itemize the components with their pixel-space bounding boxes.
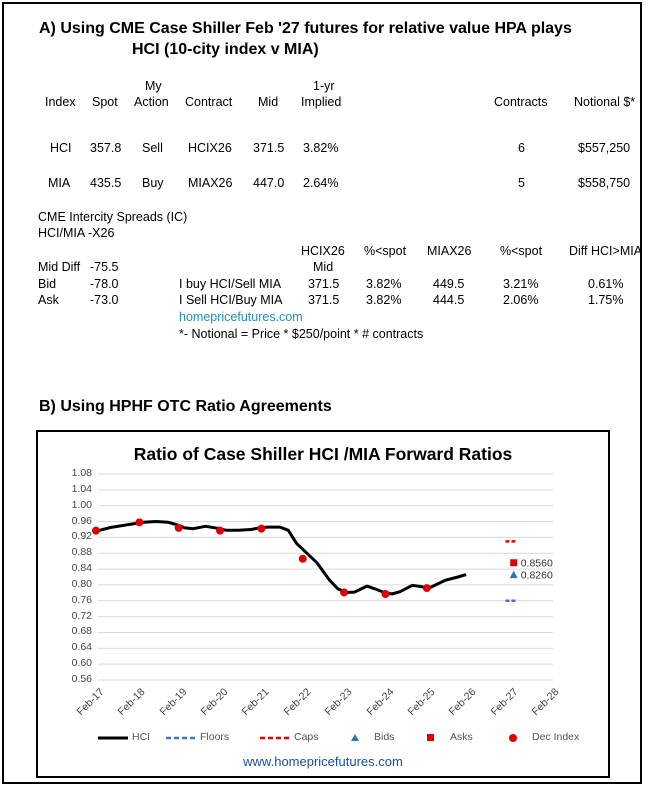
marker-dec-index — [135, 518, 144, 527]
row-mia-action: Buy — [142, 176, 164, 190]
row-hci-notional: $557,250 — [578, 141, 631, 155]
marker-dec-index — [91, 526, 100, 535]
spread-row-ask-hci: 371.5 — [308, 293, 340, 307]
chart-footer-link[interactable]: www.homepricefutures.com — [243, 754, 403, 769]
row-hci-mid: 371.5 — [253, 141, 285, 155]
header-implied-line2: Implied — [301, 95, 342, 109]
spread-row-ask-pct2: 2.06% — [503, 293, 539, 307]
row-mia-contracts: 5 — [518, 176, 525, 190]
header-action-line1: My — [145, 79, 162, 93]
y-tick-label: 0.60 — [71, 657, 92, 670]
spread-header-diff: Diff HCI>MIA — [569, 244, 643, 258]
section-b-title: B) Using HPHF OTC Ratio Agreements — [39, 398, 332, 415]
spread-header-mia: MIAX26 — [427, 244, 472, 258]
y-tick-label: 0.64 — [71, 641, 92, 654]
spread-row-ask-mia: 444.5 — [433, 293, 465, 307]
spread-row-mid-value: -75.5 — [90, 260, 119, 274]
spread-row-bid-mia: 449.5 — [433, 277, 465, 291]
legend-swatch-bids — [351, 734, 359, 741]
y-tick-label: 0.88 — [71, 546, 92, 559]
row-mia-index: MIA — [48, 176, 71, 190]
legend-label-hci: HCI — [132, 731, 151, 743]
spread-row-bid-pct1: 3.82% — [366, 277, 402, 291]
row-hci-action: Sell — [142, 141, 163, 155]
section-a-subtitle: HCI (10-city index v MIA) — [132, 41, 319, 58]
spread-row-bid-desc: I buy HCI/Sell MIA — [179, 277, 282, 291]
marker-bids — [509, 570, 518, 579]
chart-container: 0.8260 0.8560 Ratio of Case Shiller HCI /… — [36, 430, 610, 778]
spread-row-bid-diff: 0.61% — [588, 277, 624, 291]
y-tick-label: 0.84 — [71, 562, 92, 575]
chart-title: Ratio of Case Shiller HCI /MIA Forward R… — [133, 444, 513, 464]
row-mia-spot: 435.5 — [90, 176, 122, 190]
y-tick-label: 0.76 — [71, 593, 92, 606]
spread-header-hci-mid: Mid — [313, 260, 334, 274]
legend-swatch-asks — [427, 734, 434, 741]
row-mia-implied: 2.64% — [303, 176, 339, 190]
y-tick-label: 1.00 — [71, 498, 92, 511]
spread-row-bid-pct2: 3.21% — [503, 277, 539, 291]
spread-row-bid-value: -78.0 — [90, 277, 119, 291]
row-mia-notional: $558,750 — [578, 176, 631, 190]
marker-dec-index — [298, 554, 307, 563]
row-hci-implied: 3.82% — [303, 141, 339, 155]
spreads-code: HCI/MIA -X26 — [38, 226, 115, 240]
homepricefutures-link[interactable]: homepricefutures.com — [179, 310, 303, 324]
y-tick-label: 0.56 — [71, 673, 92, 685]
header-implied-line1: 1-yr — [313, 79, 335, 93]
spread-header-pct-spot-1: %<spot — [364, 244, 407, 258]
marker-asks — [510, 559, 518, 567]
spread-row-ask-desc: I Sell HCI/Buy MIA — [179, 293, 283, 307]
row-hci-contracts: 6 — [518, 141, 525, 155]
y-tick-label: 1.04 — [71, 482, 92, 495]
header-contracts: Contracts — [494, 95, 548, 109]
spread-row-ask-value: -73.0 — [90, 293, 119, 307]
header-mid: Mid — [258, 95, 279, 109]
spread-row-bid-hci: 371.5 — [308, 277, 340, 291]
spread-row-mid-label: Mid Diff — [38, 260, 81, 274]
row-mia-contract: MIAX26 — [188, 176, 233, 190]
row-hci-contract: HCIX26 — [188, 141, 232, 155]
legend-label-dec-index: Dec Index — [532, 731, 580, 743]
marker-dec-index — [422, 584, 431, 593]
marker-label-asks: 0.8560 — [521, 558, 553, 570]
spread-row-ask-label: Ask — [38, 293, 59, 307]
series-line-hci — [97, 520, 467, 596]
header-contract: Contract — [185, 95, 233, 109]
y-tick-label: 0.68 — [71, 625, 92, 638]
spreads-title: CME Intercity Spreads (IC) — [38, 210, 188, 224]
legend-label-floors: Floors — [200, 731, 230, 743]
spread-row-bid-label: Bid — [38, 277, 57, 291]
y-tick-label: 0.92 — [71, 530, 92, 543]
legend-label-asks: Asks — [450, 731, 473, 743]
marker-dec-index — [257, 524, 266, 533]
legend-label-bids: Bids — [374, 731, 395, 743]
marker-dec-index — [340, 588, 349, 597]
spread-header-hci: HCIX26 — [301, 244, 345, 258]
header-spot: Spot — [92, 95, 118, 109]
page-frame — [2, 2, 642, 784]
notional-footnote: *- Notional = Price * $250/point * # con… — [179, 327, 424, 341]
spread-row-ask-pct1: 3.82% — [366, 293, 402, 307]
row-hci-spot: 357.8 — [90, 141, 122, 155]
marker-dec-index — [216, 526, 225, 535]
marker-dec-index — [174, 523, 183, 532]
marker-label-bids: 0.8260 — [521, 570, 553, 582]
spread-header-pct-spot-2: %<spot — [500, 244, 543, 258]
legend-label-caps: Caps — [294, 731, 319, 743]
spread-row-ask-diff: 1.75% — [588, 293, 624, 307]
header-index: Index — [45, 95, 76, 109]
y-tick-label: 1.08 — [71, 467, 92, 479]
row-hci-index: HCI — [50, 141, 72, 155]
section-a-title: A) Using CME Case Shiller Feb '27 future… — [39, 20, 572, 37]
header-action-line2: Action — [134, 95, 169, 109]
row-mia-mid: 447.0 — [253, 176, 285, 190]
y-tick-label: 0.72 — [71, 609, 92, 622]
legend-swatch-dec-index — [509, 734, 517, 742]
y-tick-label: 0.96 — [71, 514, 92, 527]
header-notional: Notional $* — [574, 95, 636, 109]
y-tick-label: 0.80 — [71, 577, 92, 590]
marker-dec-index — [381, 590, 390, 599]
